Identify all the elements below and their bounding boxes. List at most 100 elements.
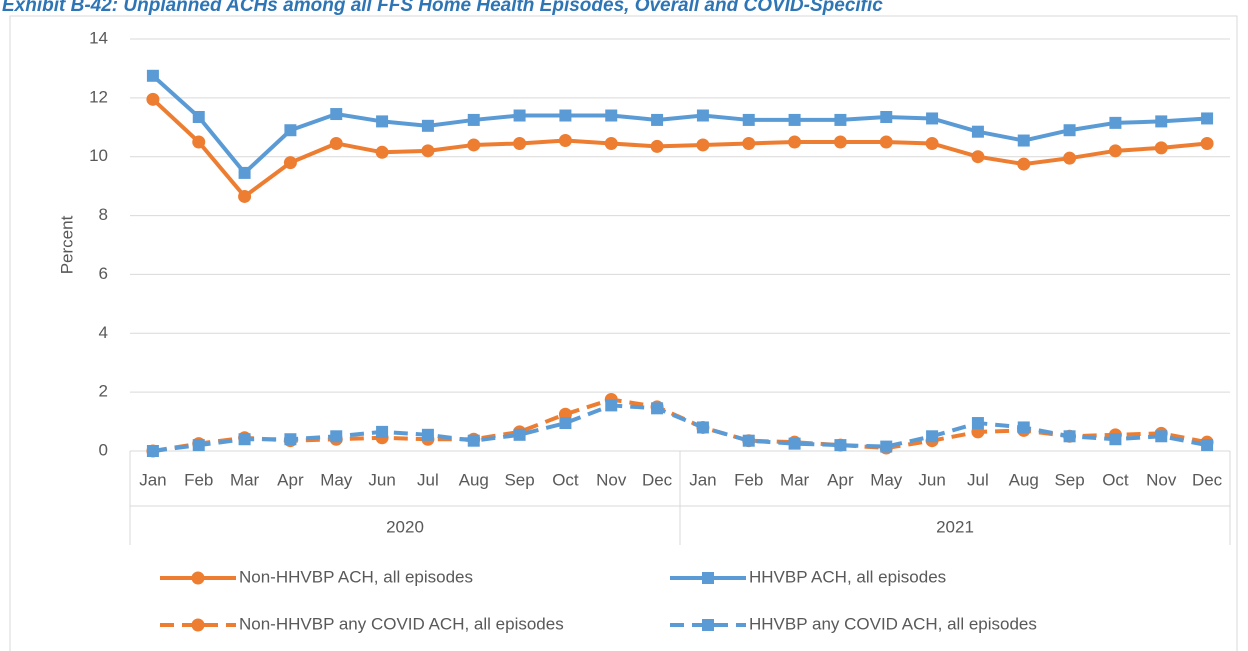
marker — [651, 402, 664, 415]
marker — [238, 166, 251, 179]
marker — [376, 425, 389, 438]
marker — [1063, 124, 1076, 137]
x-tick-label: Jan — [689, 470, 716, 489]
marker — [971, 125, 984, 138]
marker — [1201, 112, 1214, 125]
marker — [604, 136, 618, 150]
marker — [375, 145, 389, 159]
marker — [559, 109, 572, 122]
marker — [284, 433, 297, 446]
y-tick-label: 10 — [89, 146, 108, 165]
marker — [971, 417, 984, 430]
chart-title: Exhibit B-42: Unplanned ACHs among all F… — [2, 0, 883, 16]
x-tick-label: Apr — [827, 470, 854, 489]
legend-label: Non-HHVBP any COVID ACH, all episodes — [239, 614, 564, 633]
marker — [1017, 421, 1030, 434]
marker — [1017, 134, 1030, 147]
marker — [742, 113, 755, 126]
group-label: 2020 — [386, 517, 424, 536]
marker — [467, 138, 481, 152]
x-tick-label: Apr — [277, 470, 304, 489]
marker — [742, 136, 756, 150]
marker — [1017, 157, 1031, 171]
marker — [467, 113, 480, 126]
marker — [651, 113, 664, 126]
series-line — [151, 97, 1208, 200]
marker — [283, 156, 297, 170]
marker — [192, 110, 205, 123]
marker — [696, 421, 709, 434]
marker — [513, 136, 527, 150]
marker — [833, 135, 847, 149]
x-tick-label: Dec — [1192, 470, 1223, 489]
marker — [1108, 144, 1122, 158]
marker — [513, 109, 526, 122]
marker — [834, 113, 847, 126]
chart-frame — [9, 15, 1238, 651]
marker — [421, 428, 434, 441]
y-tick-label: 6 — [99, 264, 108, 283]
y-axis-label: Percent — [57, 215, 76, 274]
legend-marker — [702, 619, 714, 631]
x-tick-label: Nov — [1146, 470, 1177, 489]
marker — [558, 134, 572, 148]
marker — [696, 109, 709, 122]
marker — [1109, 116, 1122, 129]
marker — [192, 135, 206, 149]
marker — [650, 139, 664, 153]
marker — [605, 109, 618, 122]
marker — [788, 135, 802, 149]
y-tick-label: 0 — [99, 440, 108, 459]
x-tick-label: Sep — [504, 470, 534, 489]
y-tick-label: 14 — [89, 28, 108, 47]
y-tick-label: 2 — [99, 382, 108, 401]
marker — [1154, 141, 1168, 155]
x-tick-label: Aug — [1009, 470, 1039, 489]
x-tick-label: Aug — [459, 470, 489, 489]
marker — [925, 136, 939, 150]
marker — [788, 437, 801, 450]
x-tick-label: Jul — [967, 470, 989, 489]
marker — [421, 144, 435, 158]
marker — [192, 439, 205, 452]
series-line — [152, 403, 1208, 453]
marker — [421, 119, 434, 132]
x-tick-label: Dec — [642, 470, 673, 489]
marker — [879, 135, 893, 149]
x-tick-label: May — [870, 470, 903, 489]
marker — [880, 110, 893, 123]
marker — [1201, 439, 1214, 452]
x-tick-label: Sep — [1054, 470, 1084, 489]
x-tick-label: Oct — [552, 470, 579, 489]
marker — [1155, 115, 1168, 128]
marker — [1063, 151, 1077, 165]
marker — [467, 434, 480, 447]
y-tick-label: 8 — [99, 205, 108, 224]
legend-marker — [191, 571, 205, 585]
x-tick-label: Jun — [918, 470, 945, 489]
marker — [329, 136, 343, 150]
marker — [834, 439, 847, 452]
x-tick-label: Jul — [417, 470, 439, 489]
marker — [1109, 433, 1122, 446]
x-tick-label: May — [320, 470, 353, 489]
marker — [238, 433, 251, 446]
legend-marker — [191, 618, 205, 632]
marker — [971, 150, 985, 164]
marker — [696, 138, 710, 152]
marker — [513, 428, 526, 441]
marker — [1200, 136, 1214, 150]
marker — [1063, 430, 1076, 443]
legend-label: HHVBP ACH, all episodes — [749, 567, 946, 586]
marker — [605, 399, 618, 412]
marker — [926, 430, 939, 443]
series-line — [151, 74, 1208, 176]
x-tick-label: Jun — [368, 470, 395, 489]
legend-marker — [702, 572, 714, 584]
x-tick-label: Nov — [596, 470, 627, 489]
y-tick-label: 4 — [99, 323, 108, 342]
marker — [1155, 430, 1168, 443]
marker — [330, 108, 343, 121]
y-tick-label: 12 — [89, 87, 108, 106]
